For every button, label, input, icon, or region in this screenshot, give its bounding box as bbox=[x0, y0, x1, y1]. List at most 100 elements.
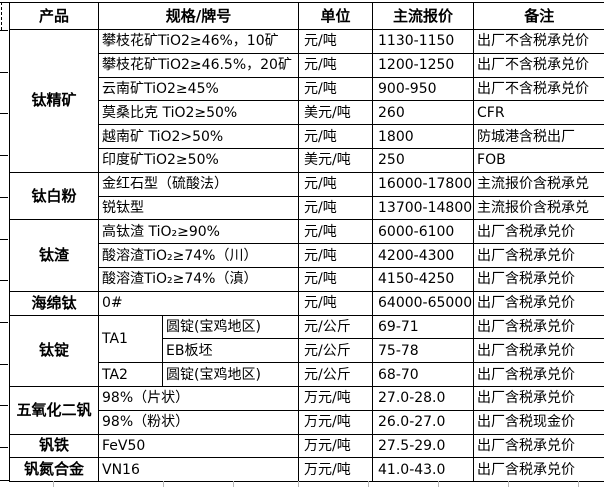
unit-cell[interactable]: 元/吨 bbox=[298, 52, 374, 78]
sheet-row-gridline-tick bbox=[0, 113, 8, 114]
spec-cell[interactable]: 98%（粉状） bbox=[97, 409, 300, 435]
note-cell[interactable]: 出厂含税承兑价 bbox=[473, 266, 604, 292]
spec-cell[interactable]: 云南矿TiO2≥45% bbox=[97, 76, 300, 102]
sheet-column-gridline-stub bbox=[368, 481, 369, 487]
note-cell[interactable]: 主流报价含税承兑 bbox=[473, 171, 604, 197]
header-price[interactable]: 主流报价 bbox=[372, 2, 475, 30]
note-cell[interactable]: 出厂含税现金价 bbox=[473, 409, 604, 435]
product-group-cell[interactable]: 钛渣 bbox=[9, 219, 99, 292]
spec-cell[interactable]: FeV50 bbox=[97, 433, 300, 459]
unit-cell[interactable]: 万元/吨 bbox=[298, 457, 374, 483]
note-cell[interactable]: 出厂不含税承兑价 bbox=[473, 76, 604, 102]
spec-cell[interactable]: 越南矿 TiO2>50% bbox=[97, 124, 300, 149]
note-cell[interactable]: 出厂含税承兑价 bbox=[473, 290, 604, 316]
note-cell[interactable]: FOB bbox=[473, 147, 604, 173]
unit-cell[interactable]: 元/吨 bbox=[298, 219, 374, 245]
product-group-cell[interactable]: 钒铁 bbox=[9, 433, 99, 459]
table-row: 98%（粉状） 万元/吨 26.0-27.0 出厂含税现金价 bbox=[10, 409, 604, 435]
unit-cell[interactable]: 元/吨 bbox=[298, 243, 374, 268]
header-row: 产品 规格/牌号 单位 主流报价 备注 bbox=[9, 2, 604, 30]
table-row: 印度矿TiO2≥50% 美元/吨 250 FOB bbox=[10, 147, 604, 173]
note-cell[interactable]: CFR bbox=[473, 100, 604, 126]
note-cell[interactable]: 出厂含税承兑价 bbox=[473, 219, 604, 245]
product-group-cell[interactable]: 钛精矿 bbox=[9, 29, 99, 173]
price-cell[interactable]: 16000-17800 bbox=[372, 171, 475, 197]
unit-cell[interactable]: 美元/吨 bbox=[298, 147, 374, 173]
price-cell[interactable]: 41.0-43.0 bbox=[372, 457, 475, 483]
unit-cell[interactable]: 元/公斤 bbox=[298, 314, 374, 340]
price-cell[interactable]: 1200-1250 bbox=[372, 52, 475, 78]
unit-cell[interactable]: 元/吨 bbox=[298, 290, 374, 316]
price-cell[interactable]: 27.0-28.0 bbox=[372, 385, 475, 411]
header-product[interactable]: 产品 bbox=[9, 2, 99, 30]
spec-cell[interactable]: 金红石型（硫酸法） bbox=[97, 171, 300, 197]
product-group-cell[interactable]: 钒氮合金 bbox=[9, 457, 99, 483]
note-cell[interactable]: 防城港含税出厂 bbox=[473, 124, 604, 149]
price-cell[interactable]: 26.0-27.0 bbox=[372, 409, 475, 435]
price-cell[interactable]: 1800 bbox=[372, 124, 475, 149]
note-cell[interactable]: 出厂不含税承兑价 bbox=[473, 52, 604, 78]
subspec-cell[interactable]: EB板坯 bbox=[161, 338, 300, 364]
product-group-cell[interactable]: 钛白粉 bbox=[9, 171, 99, 221]
spec-cell[interactable]: 莫桑比克 TiO2≥50% bbox=[97, 100, 300, 126]
table-row: 攀枝花矿TiO2≥46.5%，20矿 元/吨 1200-1250 出厂不含税承兑… bbox=[10, 52, 604, 78]
header-note[interactable]: 备注 bbox=[473, 2, 604, 30]
price-cell[interactable]: 900-950 bbox=[372, 76, 475, 102]
note-cell[interactable]: 出厂含税承兑价 bbox=[473, 314, 604, 340]
sheet-column-gridline-stub bbox=[53, 481, 54, 487]
unit-cell[interactable]: 元/吨 bbox=[298, 76, 374, 102]
spec-cell[interactable]: 98%（片状） bbox=[97, 385, 300, 411]
unit-cell[interactable]: 元/吨 bbox=[298, 171, 374, 197]
price-cell[interactable]: 68-70 bbox=[372, 362, 475, 387]
product-group-cell[interactable]: 五氧化二钒 bbox=[9, 385, 99, 435]
price-cell[interactable]: 1130-1150 bbox=[372, 29, 475, 54]
spec-cell[interactable]: 0# bbox=[97, 290, 300, 316]
grade-cell[interactable]: TA1 bbox=[98, 314, 163, 364]
note-cell[interactable]: 出厂含税承兑价 bbox=[473, 338, 604, 364]
price-cell[interactable]: 6000-6100 bbox=[372, 219, 475, 245]
note-cell[interactable]: 出厂含税承兑价 bbox=[473, 362, 604, 387]
unit-cell[interactable]: 元/吨 bbox=[298, 195, 374, 221]
unit-cell[interactable]: 元/吨 bbox=[298, 29, 374, 54]
price-cell[interactable]: 250 bbox=[372, 147, 475, 173]
price-cell[interactable]: 4200-4300 bbox=[372, 243, 475, 268]
subspec-cell[interactable]: 圆锭(宝鸡地区) bbox=[161, 362, 300, 387]
header-spec[interactable]: 规格/牌号 bbox=[97, 2, 300, 30]
spec-cell[interactable]: 印度矿TiO2≥50% bbox=[97, 147, 300, 173]
price-cell[interactable]: 4150-4250 bbox=[372, 266, 475, 292]
spec-cell[interactable]: 酸溶渣TiO₂≥74%（滇） bbox=[97, 266, 300, 292]
price-cell[interactable]: 69-71 bbox=[372, 314, 475, 340]
grade-cell[interactable]: TA2 bbox=[98, 362, 163, 387]
spec-cell[interactable]: 攀枝花矿TiO2≥46.5%，20矿 bbox=[97, 52, 300, 78]
price-cell[interactable]: 27.5-29.0 bbox=[372, 433, 475, 459]
unit-cell[interactable]: 元/公斤 bbox=[298, 338, 374, 364]
unit-cell[interactable]: 元/公斤 bbox=[298, 362, 374, 387]
unit-cell[interactable]: 元/吨 bbox=[298, 266, 374, 292]
selection-marquee-dash bbox=[1, 2, 2, 30]
unit-cell[interactable]: 元/吨 bbox=[298, 124, 374, 149]
spec-cell[interactable]: 高钛渣 TiO₂≥90% bbox=[97, 219, 300, 245]
note-cell[interactable]: 出厂不含税承兑价 bbox=[473, 29, 604, 54]
spec-cell[interactable]: 锐钛型 bbox=[97, 195, 300, 221]
unit-cell[interactable]: 万元/吨 bbox=[298, 409, 374, 435]
spec-cell[interactable]: 酸溶渣TiO₂≥74%（川） bbox=[97, 243, 300, 268]
note-cell[interactable]: 出厂含税承兑价 bbox=[473, 457, 604, 483]
product-group-cell[interactable]: 海绵钛 bbox=[9, 290, 99, 316]
unit-cell[interactable]: 万元/吨 bbox=[298, 433, 374, 459]
unit-cell[interactable]: 美元/吨 bbox=[298, 100, 374, 126]
price-cell[interactable]: 75-78 bbox=[372, 338, 475, 364]
header-unit[interactable]: 单位 bbox=[298, 2, 374, 30]
note-cell[interactable]: 出厂含税承兑价 bbox=[473, 243, 604, 268]
price-cell[interactable]: 64000-65000 bbox=[372, 290, 475, 316]
spec-cell[interactable]: 攀枝花矿TiO2≥46%，10矿 bbox=[97, 29, 300, 54]
spec-cell[interactable]: VN16 bbox=[97, 457, 300, 483]
product-group-cell[interactable]: 钛锭 bbox=[9, 314, 99, 387]
price-cell[interactable]: 260 bbox=[372, 100, 475, 126]
unit-cell[interactable]: 万元/吨 bbox=[298, 385, 374, 411]
note-cell[interactable]: 出厂含税承兑价 bbox=[473, 385, 604, 411]
subspec-cell[interactable]: 圆锭(宝鸡地区) bbox=[161, 314, 300, 340]
note-cell[interactable]: 出厂含税承兑价 bbox=[473, 433, 604, 459]
price-cell[interactable]: 13700-14800 bbox=[372, 195, 475, 221]
note-cell[interactable]: 主流报价含税承兑 bbox=[473, 195, 604, 221]
table-row: TA2 圆锭(宝鸡地区) 元/公斤 68-70 出厂含税承兑价 bbox=[10, 362, 604, 387]
